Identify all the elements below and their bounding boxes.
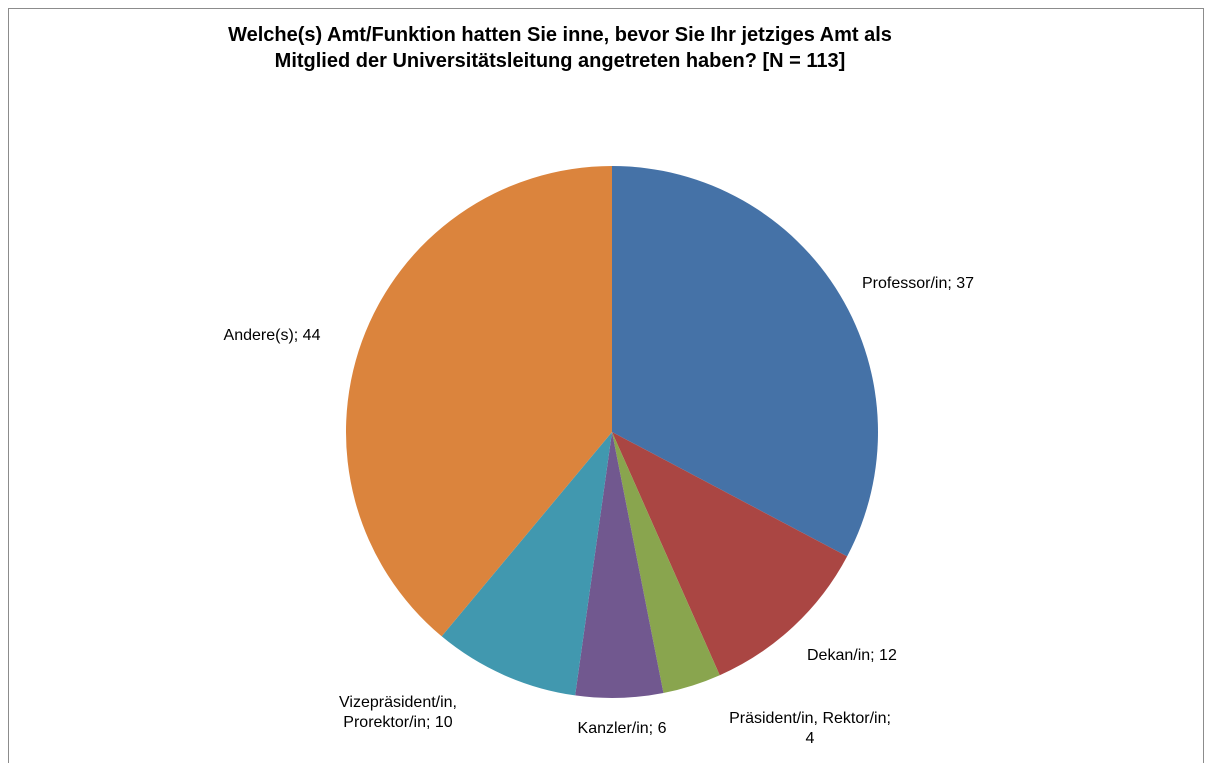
pie-slice-professor-in (612, 166, 878, 557)
pie-slice-andere-s (345, 166, 612, 637)
data-label-line: Präsident/in, Rektor/in; (729, 710, 891, 727)
data-label-dekan-in: Dekan/in; 12 (807, 647, 897, 664)
data-label-prasident-in-rektor-in: Präsident/in, Rektor/in; 4 (729, 710, 891, 747)
data-label-andere-s: Andere(s); 44 (224, 327, 321, 344)
chart-title: Welche(s) Amt/Funktion hatten Sie inne, … (100, 22, 1020, 74)
data-label-line: 4 (806, 730, 815, 747)
pie-slice-prasident-in-rektor-in (612, 432, 720, 693)
data-label-line: Prorektor/in; 10 (343, 714, 452, 731)
data-label-vizeprasident-in-prorektor-in: Vizepräsident/in, Prorektor/in; 10 (339, 694, 457, 731)
pie-slice-vizeprasident-in-prorektor-in (441, 432, 612, 696)
data-label-line: Professor/in; 37 (862, 275, 974, 292)
pie-slice-kanzler-in (575, 432, 664, 698)
data-label-professor-in: Professor/in; 37 (862, 275, 974, 292)
pie-slice-dekan-in (612, 432, 848, 676)
data-label-line: Dekan/in; 12 (807, 647, 897, 664)
chart-title-line-2: Mitglied der Universitätsleitung angetre… (274, 50, 846, 72)
data-label-kanzler-in: Kanzler/in; 6 (578, 720, 667, 737)
data-label-line: Andere(s); 44 (224, 327, 321, 344)
data-label-line: Kanzler/in; 6 (578, 720, 667, 737)
data-label-line: Vizepräsident/in, (339, 694, 457, 711)
chart-title-line-1: Welche(s) Amt/Funktion hatten Sie inne, … (228, 24, 892, 46)
